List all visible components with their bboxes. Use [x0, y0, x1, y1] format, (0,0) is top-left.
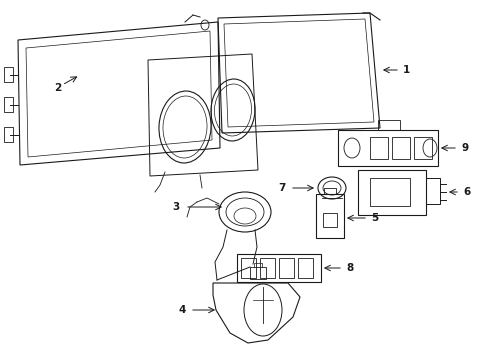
Text: 5: 5	[371, 213, 378, 223]
Text: 3: 3	[173, 202, 180, 212]
Bar	[241, 258, 256, 278]
Bar	[298, 258, 313, 278]
Text: 2: 2	[54, 83, 62, 93]
Bar	[358, 170, 426, 215]
Bar	[237, 254, 321, 282]
Bar	[4, 67, 13, 82]
Bar	[323, 213, 337, 227]
Bar	[370, 137, 388, 159]
Text: 7: 7	[279, 183, 286, 193]
Bar	[316, 194, 344, 238]
Bar	[279, 258, 294, 278]
Bar	[260, 258, 275, 278]
Text: 1: 1	[403, 65, 410, 75]
Bar	[370, 178, 410, 206]
Text: 9: 9	[461, 143, 468, 153]
Text: 8: 8	[346, 263, 353, 273]
Bar	[250, 267, 266, 279]
Bar	[392, 137, 410, 159]
Bar	[378, 120, 400, 130]
Bar	[4, 97, 13, 112]
Text: 6: 6	[463, 187, 470, 197]
Text: 4: 4	[179, 305, 186, 315]
Bar	[426, 178, 440, 204]
Bar	[414, 137, 432, 159]
Bar	[338, 130, 438, 166]
Bar	[4, 127, 13, 142]
